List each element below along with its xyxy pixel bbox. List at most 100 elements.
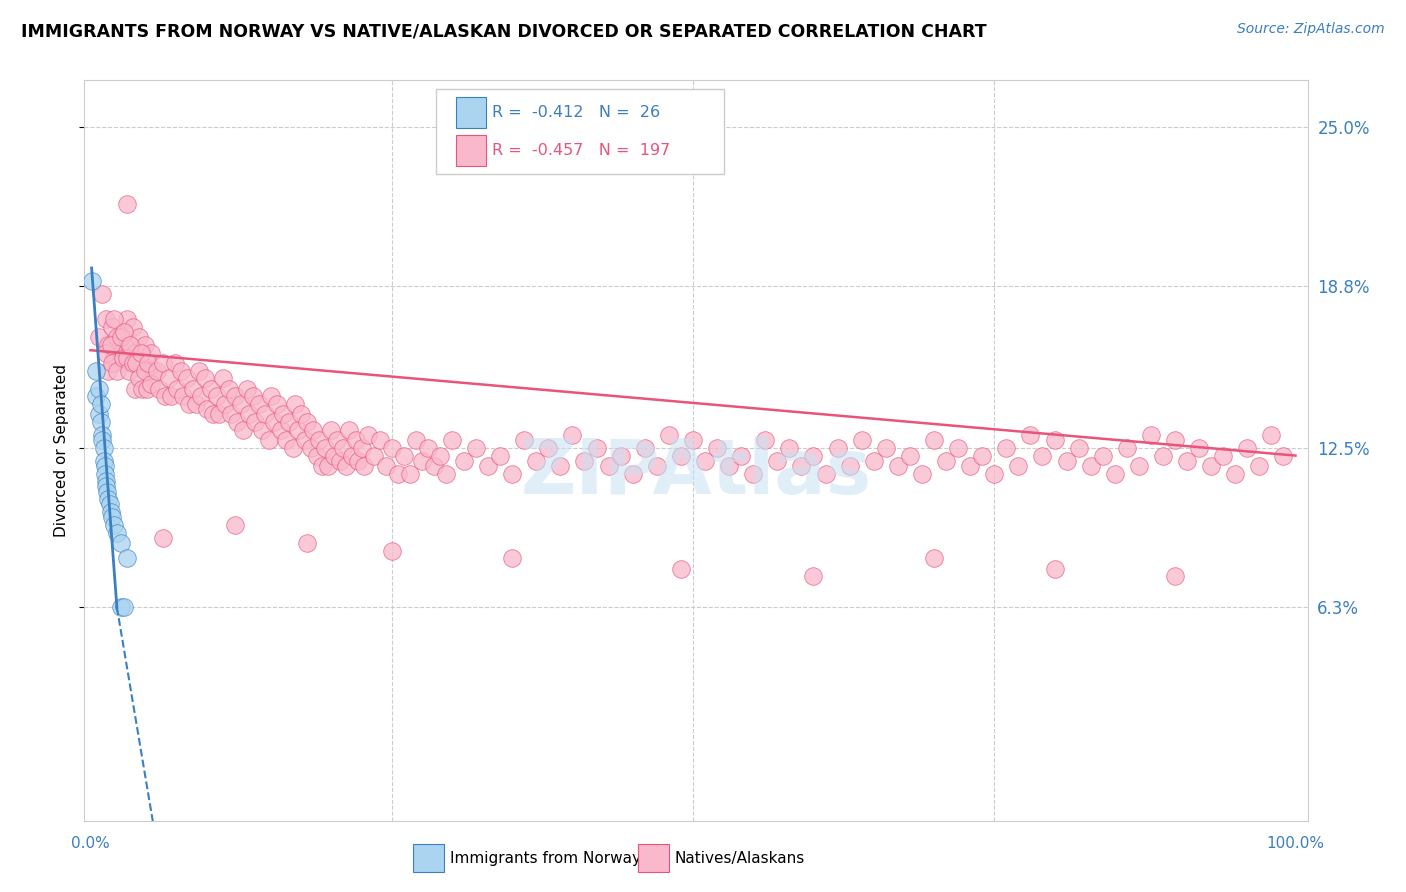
Point <box>598 458 620 473</box>
Point <box>1152 449 1174 463</box>
Text: R =  -0.457   N =  197: R = -0.457 N = 197 <box>492 143 671 158</box>
Point <box>302 423 325 437</box>
Point <box>134 338 156 352</box>
Point <box>195 402 218 417</box>
Point <box>353 458 375 473</box>
Point <box>790 458 813 473</box>
Point <box>935 454 957 468</box>
Point <box>94 345 117 359</box>
Point <box>898 449 921 463</box>
Point <box>574 454 596 468</box>
Point <box>87 408 110 422</box>
Point <box>387 467 409 481</box>
Point <box>118 338 141 352</box>
Point <box>200 382 222 396</box>
Point <box>270 423 292 437</box>
Point <box>245 415 267 429</box>
Point <box>311 458 333 473</box>
Point <box>218 382 240 396</box>
Point <box>682 433 704 447</box>
Point <box>1272 449 1295 463</box>
Text: ZIPAtlas: ZIPAtlas <box>520 435 872 509</box>
Point <box>121 356 143 370</box>
Point <box>416 441 439 455</box>
Point <box>405 433 427 447</box>
Point <box>501 467 523 481</box>
Point <box>181 382 204 396</box>
Point <box>110 600 132 615</box>
Point <box>669 562 692 576</box>
Point <box>423 458 446 473</box>
Point <box>287 423 309 437</box>
Point <box>297 536 319 550</box>
Point <box>100 338 122 352</box>
Point <box>321 423 343 437</box>
Text: Natives/Alaskans: Natives/Alaskans <box>675 851 806 865</box>
Point <box>94 458 117 473</box>
Point <box>87 330 110 344</box>
Point <box>278 415 301 429</box>
Point <box>87 382 110 396</box>
Point <box>260 389 283 403</box>
Point <box>374 458 396 473</box>
Point <box>851 433 873 447</box>
Point <box>86 389 108 403</box>
Point <box>94 479 117 493</box>
Point <box>706 441 728 455</box>
Point <box>305 449 328 463</box>
Text: Immigrants from Norway: Immigrants from Norway <box>450 851 641 865</box>
Point <box>194 371 217 385</box>
Point <box>1056 454 1078 468</box>
Point <box>730 449 752 463</box>
Point <box>1164 433 1187 447</box>
Point <box>176 371 198 385</box>
Point <box>179 397 201 411</box>
Point <box>922 433 945 447</box>
Point <box>381 441 404 455</box>
Point <box>90 397 112 411</box>
Point <box>392 449 415 463</box>
Point <box>1236 441 1258 455</box>
Point <box>94 475 117 489</box>
Point <box>124 345 146 359</box>
Point <box>1067 441 1090 455</box>
Point <box>93 454 115 468</box>
Point <box>411 454 433 468</box>
Point <box>224 518 246 533</box>
Point <box>350 441 373 455</box>
Point <box>368 433 391 447</box>
Point <box>105 525 128 540</box>
Point <box>344 433 367 447</box>
Point <box>609 449 631 463</box>
Point <box>340 449 363 463</box>
Point <box>537 441 560 455</box>
Point <box>153 389 176 403</box>
Point <box>187 364 209 378</box>
Point <box>465 441 488 455</box>
Point <box>93 441 115 455</box>
Point <box>718 458 741 473</box>
Point <box>561 428 583 442</box>
Point <box>332 441 354 455</box>
Point <box>250 423 273 437</box>
Point <box>98 498 121 512</box>
Point <box>148 382 170 396</box>
Point <box>322 449 344 463</box>
Point <box>1104 467 1126 481</box>
Point <box>100 505 122 519</box>
Point <box>142 364 165 378</box>
Point <box>186 397 208 411</box>
Point <box>128 330 150 344</box>
Point <box>501 551 523 566</box>
Point <box>115 351 138 365</box>
Point <box>290 408 312 422</box>
Point <box>91 428 114 442</box>
Point <box>922 551 945 566</box>
Point <box>111 356 134 370</box>
Point <box>946 441 969 455</box>
Point <box>232 423 254 437</box>
Point <box>1199 458 1222 473</box>
Point <box>229 397 252 411</box>
Point <box>1212 449 1234 463</box>
Point <box>766 454 789 468</box>
